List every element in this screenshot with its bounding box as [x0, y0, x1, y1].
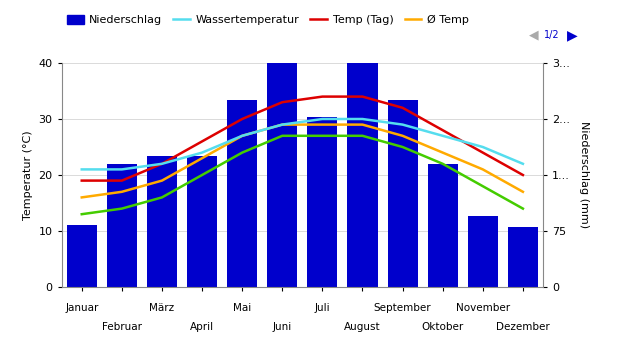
Text: ▶: ▶	[566, 28, 578, 42]
Bar	[508, 227, 538, 287]
Bar	[267, 44, 297, 287]
Bar	[67, 225, 97, 287]
Bar	[107, 164, 137, 287]
Text: ◀: ◀	[529, 28, 539, 42]
Text: 1/2: 1/2	[544, 30, 560, 40]
Bar	[347, 56, 378, 287]
Text: November: November	[456, 303, 510, 313]
Text: September: September	[374, 303, 431, 313]
Y-axis label: Temperatur (°C): Temperatur (°C)	[23, 130, 33, 220]
Text: März: März	[149, 303, 175, 313]
Bar	[307, 117, 337, 287]
Bar	[428, 164, 458, 287]
Text: Oktober: Oktober	[421, 322, 464, 332]
Bar	[387, 100, 418, 287]
Bar	[187, 156, 217, 287]
Y-axis label: Niederschlag (mm): Niederschlag (mm)	[579, 121, 589, 229]
Legend: Niederschlag, Wassertemperatur, Temp (Tag), Ø Temp: Niederschlag, Wassertemperatur, Temp (Ta…	[62, 10, 473, 30]
Bar	[468, 216, 498, 287]
Bar	[227, 100, 257, 287]
Text: Dezember: Dezember	[496, 322, 550, 332]
Text: Mai: Mai	[233, 303, 251, 313]
Text: Januar: Januar	[65, 303, 99, 313]
Bar	[147, 156, 177, 287]
Text: August: August	[344, 322, 381, 332]
Text: Juni: Juni	[273, 322, 292, 332]
Text: April: April	[190, 322, 214, 332]
Text: Juli: Juli	[315, 303, 330, 313]
Text: Februar: Februar	[102, 322, 142, 332]
